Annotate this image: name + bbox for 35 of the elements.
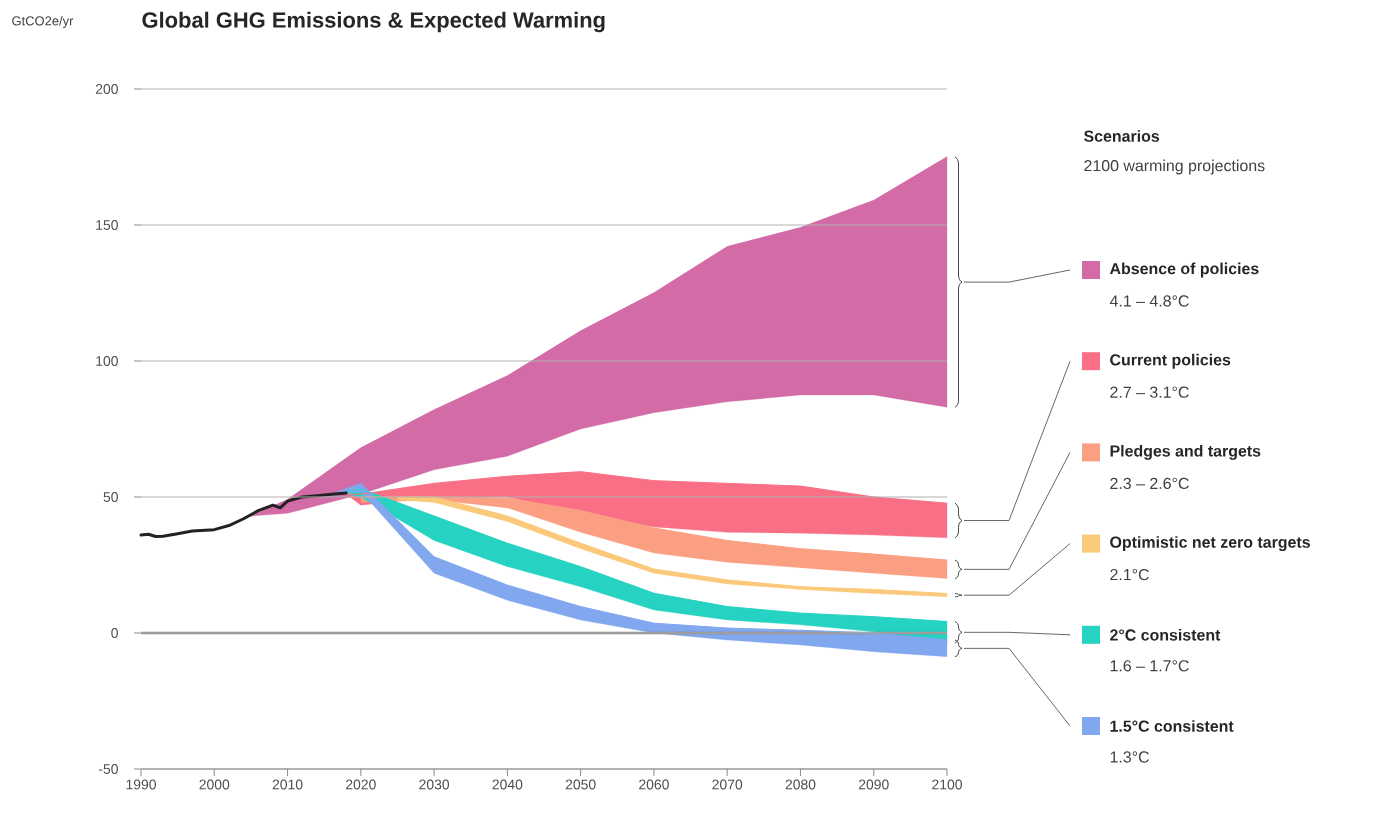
x-tick-label: 2030 [419,779,450,790]
x-tick-label: 2040 [492,779,523,790]
x-tick-label: 1990 [126,779,156,790]
legend-label: Absence of policies [1109,262,1259,278]
line-series [139,491,348,538]
legend-label: 2°C consistent [1110,628,1221,641]
x-tick-label: 2090 [858,779,889,790]
legend-label: Optimistic net zero targets [1110,536,1310,552]
y-tick-label: 50 [103,492,118,502]
y-tick-label: 0 [111,628,118,638]
x-tick-label: 2070 [712,779,743,790]
x-tick-label: 2010 [272,779,303,790]
y-tick-label: 200 [95,84,118,94]
y-axis-title: GtCO2e/yr [12,15,74,29]
text: 1.6 – 1.7°C [1110,660,1189,672]
x-tick-label: 2050 [565,779,596,790]
chart-title: Global GHG Emissions & Expected Warming [142,11,605,33]
x-tick-label: 2000 [199,779,230,790]
legend-label: 1.5°C consistent [1110,720,1234,732]
y-tick-label: 150 [96,220,118,230]
text: 1.3°C [1110,751,1149,763]
x-tick-label: 2020 [346,779,376,790]
y-tick-label: -50 [98,764,118,774]
x-tick-label: 2080 [785,779,816,790]
text: 2.7 – 3.1°C [1110,386,1189,398]
y-tick-label: 100 [96,356,118,366]
text: 2.3 – 2.6°C [1110,477,1189,490]
x-tick-label: 2100 [932,779,962,790]
legend-label: Current policies [1110,353,1231,369]
text: 2100 warming projections [1084,159,1265,175]
text: 2.1°C [1110,568,1149,581]
legend-label: Pledges and targets [1110,444,1261,460]
x-tick-label: 2060 [639,779,669,790]
text: 4.1 – 4.8°C [1109,295,1189,307]
legend-title: Scenarios [1083,130,1160,142]
